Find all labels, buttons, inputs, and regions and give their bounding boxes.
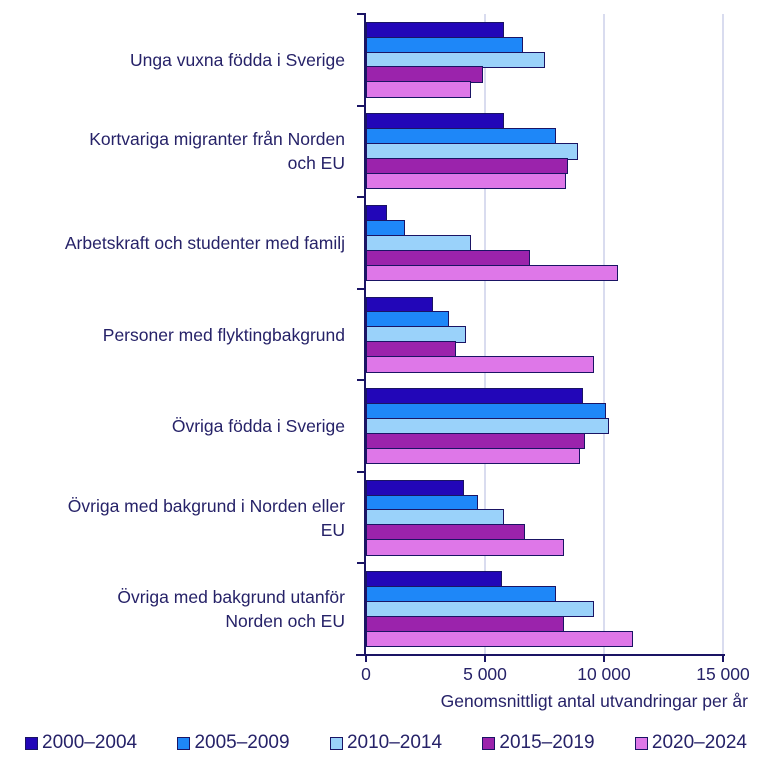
x-axis-tick-label: 10 000 [577, 664, 631, 684]
x-axis-tick-label: 0 [361, 664, 371, 684]
bar-group [364, 288, 723, 381]
gridline [722, 14, 724, 655]
legend-swatch-2005-2009 [177, 736, 191, 750]
category-label: Övriga födda i Sverige [171, 416, 345, 437]
gridlines [366, 14, 724, 655]
x-axis-title: Genomsnittligt antal utvandringar per år [440, 691, 748, 711]
bar-group [364, 105, 723, 198]
gridline [483, 14, 486, 655]
gridline [602, 14, 605, 655]
legend-label: 2020–2024 [651, 732, 747, 753]
legend-label: 2000–2004 [42, 732, 138, 753]
bar-2020-2024 [366, 172, 566, 190]
category-label: Unga vuxna födda i Sverige [130, 49, 345, 70]
x-axis-tick-label: 5 000 [463, 664, 507, 684]
bar-2020-2024 [366, 630, 633, 648]
x-axis-tick [602, 655, 605, 662]
plot-area: Unga vuxna födda i Sverige Kortvariga mig… [0, 13, 723, 656]
x-axis-tick [365, 655, 367, 662]
x-axis-tick [722, 655, 724, 662]
category-label: Övriga med bakgrund utanför Norden och E… [117, 587, 345, 632]
legend-swatch-2020-2024 [634, 736, 648, 750]
legend: 2000–2004 2005–2009 2010–2014 2015–2019 2020… [25, 732, 747, 754]
category-row: Kortvariga migranter från Norden och EU [0, 104, 723, 198]
bar-2020-2024 [366, 447, 581, 465]
category-label: Övriga med bakgrund i Norden eller EU [67, 495, 345, 540]
legend-item: 2005–2009 [177, 732, 290, 754]
category-row: Övriga med bakgrund i Norden eller EU [0, 470, 723, 564]
legend-swatch-2015-2019 [482, 736, 496, 750]
legend-item: 2015–2019 [482, 732, 595, 754]
legend-item: 2020–2024 [634, 732, 747, 754]
legend-label: 2005–2009 [194, 732, 290, 753]
legend-item: 2000–2004 [25, 732, 137, 754]
bar-group [364, 471, 723, 564]
bar-group [364, 563, 723, 656]
bar-group [364, 197, 723, 289]
category-label: Kortvariga migranter från Norden och EU [89, 129, 345, 174]
legend-swatch-2000-2004 [25, 736, 38, 750]
bar-group [364, 380, 723, 472]
legend-label: 2015–2019 [499, 732, 595, 753]
bar-2020-2024 [366, 356, 595, 373]
category-row: Arbetskraft och studenter med familj [0, 196, 723, 289]
bar-2020-2024 [366, 264, 619, 281]
category-row: Personer med flyktingbakgrund [0, 287, 723, 381]
category-label: Personer med flyktingbakgrund [102, 324, 345, 345]
category-row: Unga vuxna födda i Sverige [0, 13, 723, 106]
x-axis-tick [483, 655, 486, 662]
legend-item: 2010–2014 [329, 732, 443, 754]
x-axis-tick-label: 15 000 [696, 664, 750, 684]
legend-label: 2010–2014 [346, 732, 443, 753]
x-axis-line [356, 654, 725, 656]
bar-2020-2024 [366, 81, 471, 98]
category-label: Arbetskraft och studenter med familj [64, 232, 345, 253]
bar-group [364, 14, 723, 106]
category-row: Övriga med bakgrund utanför Norden och E… [0, 562, 723, 656]
bar-2020-2024 [366, 539, 564, 556]
legend-swatch-2010-2014 [329, 736, 343, 750]
x-axis: 0 5 000 10 000 15 000 [361, 655, 750, 695]
category-row: Övriga födda i Sverige [0, 379, 723, 472]
